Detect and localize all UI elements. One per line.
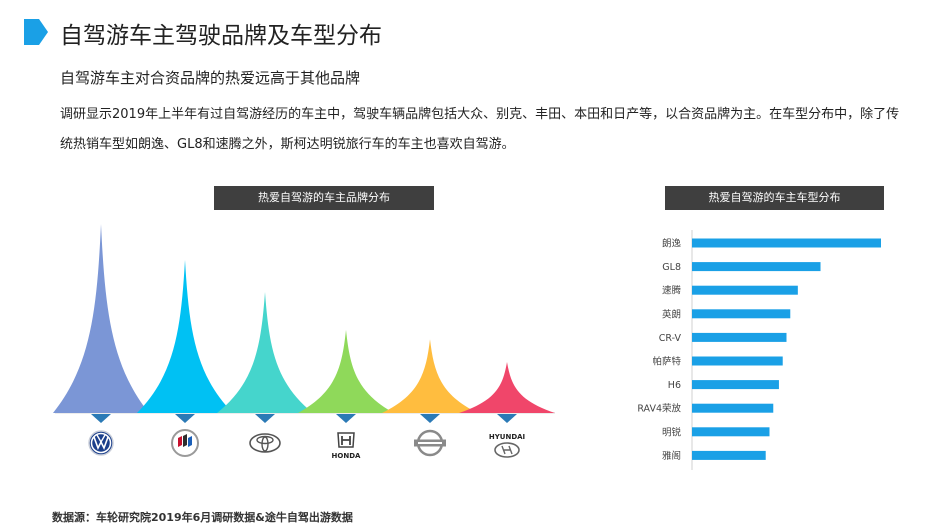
model-label: 雅阁: [662, 450, 681, 462]
brand-pointer: [91, 414, 111, 423]
brand-peak-toyota: [217, 292, 313, 413]
model-label: 明锐: [662, 426, 682, 438]
model-label: 英朗: [662, 308, 681, 320]
page-subtitle: 自驾游车主对合资品牌的热爱远高于其他品牌: [60, 69, 361, 87]
brand-peak-nissan: [382, 339, 478, 413]
model-label: CR-V: [659, 333, 682, 344]
volkswagen-logo: [88, 430, 114, 456]
nissan-logo: [414, 429, 446, 457]
page-title: 自驾游车主驾驶品牌及车型分布: [60, 23, 382, 49]
model-label: GL8: [662, 262, 681, 273]
model-label: RAV4荣放: [637, 403, 681, 415]
hyundai-logo-text: HYUNDAI: [489, 433, 525, 441]
brand-pointer: [255, 414, 275, 423]
buick-logo: [171, 429, 199, 457]
honda-logo: HONDA: [332, 432, 361, 460]
page-description: 调研显示2019年上半年有过自驾游经历的车主中，驾驶车辆品牌包括大众、别克、丰田…: [60, 107, 900, 152]
model-bar: [692, 309, 791, 319]
honda-logo-text: HONDA: [332, 452, 361, 460]
model-label: 帕萨特: [652, 356, 681, 368]
model-bar: [692, 356, 783, 366]
model-label: 朗逸: [662, 238, 682, 250]
title-marker-icon: [24, 19, 48, 45]
brand-distribution-chart: HONDA HYUNDAI: [53, 224, 555, 460]
model-label: H6: [668, 380, 681, 391]
data-source: 数据源：车轮研究院2019年6月调研数据&途牛自驾出游数据: [52, 511, 353, 524]
hyundai-logo: HYUNDAI: [489, 433, 525, 458]
brand-pointer: [420, 414, 440, 423]
brand-peak-volkswagen: [53, 224, 149, 413]
brand-logos: HONDA HYUNDAI: [88, 429, 525, 460]
brand-peak-honda: [298, 329, 394, 413]
model-chart-title: 热爱自驾游的车主车型分布: [665, 186, 884, 210]
toyota-logo: [249, 433, 281, 453]
model-bar: [692, 403, 774, 413]
model-bar: [692, 380, 779, 390]
model-bar: [692, 332, 787, 342]
brand-pointer: [175, 414, 195, 423]
brand-peak-hyundai: [459, 361, 555, 413]
model-bar: [692, 285, 798, 295]
model-bar: [692, 262, 821, 272]
brand-peak-buick: [137, 259, 233, 413]
brand-pointer: [336, 414, 356, 423]
brand-pointer: [497, 414, 517, 423]
model-bar: [692, 427, 770, 437]
model-bar: [692, 238, 881, 248]
model-bar: [692, 450, 766, 460]
brand-chart-title: 热爱自驾游的车主品牌分布: [214, 186, 434, 210]
model-label: 速腾: [662, 285, 682, 297]
